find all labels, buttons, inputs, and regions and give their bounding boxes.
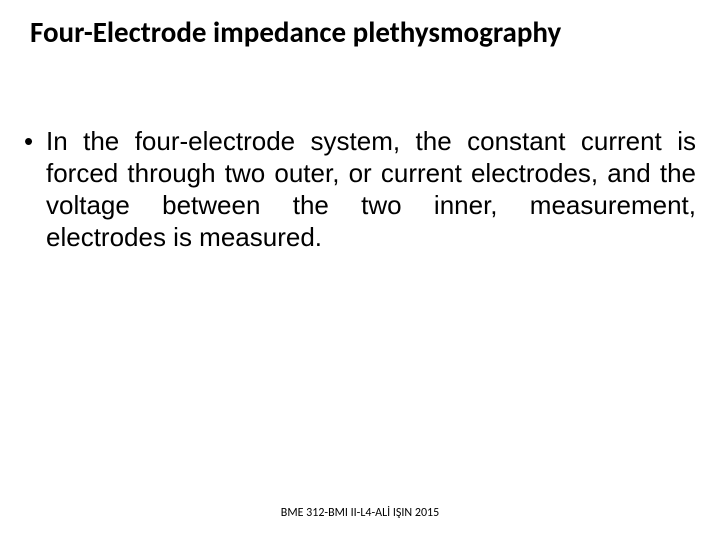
slide-body: In the four-electrode system, the consta…	[24, 125, 696, 253]
slide-title: Four-Electrode impedance plethysmography	[30, 14, 700, 50]
bullet-item: In the four-electrode system, the consta…	[24, 125, 696, 253]
slide-footer: BME 312-BMI II-L4-ALİ IŞIN 2015	[0, 506, 720, 520]
bullet-list: In the four-electrode system, the consta…	[24, 125, 696, 253]
